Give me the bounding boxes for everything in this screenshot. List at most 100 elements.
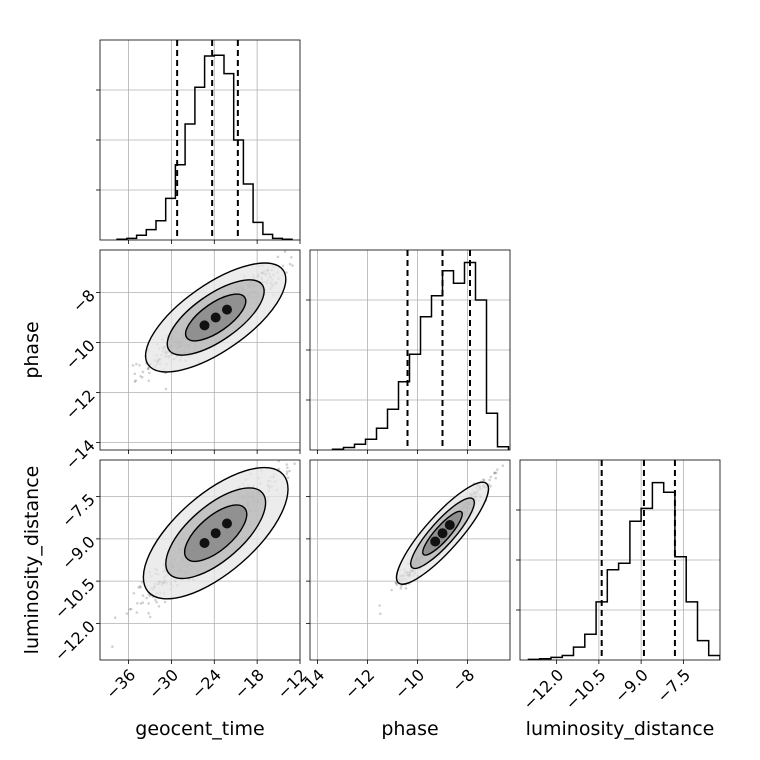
sample-point: [283, 250, 287, 253]
y-tick-label: −12.0: [51, 617, 99, 665]
x-axis-label-geocent_time: geocent_time: [135, 718, 264, 740]
panel-content: [378, 460, 505, 615]
sample-point: [488, 478, 492, 482]
sample-point: [147, 379, 151, 383]
sample-point: [280, 457, 283, 460]
sample-point: [285, 271, 288, 274]
density-core: [210, 312, 221, 323]
sample-point: [147, 602, 150, 605]
sample-point: [390, 588, 393, 592]
density-core: [437, 528, 448, 539]
sample-point: [148, 615, 152, 619]
x-tick-label: −10: [391, 665, 428, 702]
sample-point: [501, 464, 505, 468]
sample-point: [286, 466, 289, 470]
sample-point: [277, 467, 281, 471]
sample-point: [400, 585, 403, 588]
sample-point: [163, 600, 167, 604]
y-tick-label: −8: [69, 286, 99, 316]
x-axis-label-phase: phase: [381, 718, 438, 740]
sample-point: [288, 469, 291, 473]
sample-point: [141, 376, 144, 379]
sample-point: [489, 475, 493, 479]
sample-point: [155, 600, 158, 604]
sample-point: [293, 462, 296, 466]
sample-point: [404, 587, 408, 590]
sample-point: [268, 447, 271, 450]
sample-point: [483, 479, 486, 482]
sample-point: [148, 371, 151, 375]
sample-point: [148, 594, 152, 598]
y-tick-label: −10: [61, 336, 98, 373]
sample-point: [304, 263, 307, 266]
sample-point: [125, 612, 129, 615]
sample-point: [129, 607, 133, 611]
density-core: [199, 538, 210, 548]
sample-point: [141, 594, 145, 597]
histogram-step-phase: [331, 261, 510, 450]
sample-point: [290, 255, 293, 259]
sample-point: [495, 471, 498, 475]
x-tick-label: −30: [145, 665, 182, 702]
y-tick-label: −9.0: [58, 532, 99, 573]
sample-point: [113, 616, 117, 619]
panel-phase-vs-phase: [306, 249, 511, 454]
sample-point: [379, 612, 382, 615]
panel-frame: [99, 249, 301, 451]
sample-point: [481, 478, 485, 482]
sample-point: [111, 645, 114, 648]
x-tick-label: −36: [102, 665, 139, 702]
sample-point: [133, 372, 137, 376]
sample-point: [135, 611, 139, 614]
sample-point: [128, 608, 132, 611]
sample-point: [135, 362, 138, 366]
sample-point: [139, 586, 142, 589]
panel-luminosity_distance-vs-phase: [306, 459, 511, 664]
x-axis-label-luminosity_distance: luminosity_distance: [526, 718, 715, 740]
sample-point: [493, 471, 497, 475]
sample-point: [288, 262, 292, 266]
sample-point: [145, 596, 149, 600]
density-core: [222, 304, 232, 315]
panel-frame: [99, 459, 301, 661]
y-axis-label-luminosity_distance: luminosity_distance: [21, 466, 43, 655]
sample-point: [146, 367, 150, 371]
x-tick-label: −8: [448, 665, 478, 695]
x-tick-label: −7.5: [653, 665, 694, 706]
panel-geocent_time-vs-geocent_time: [96, 39, 301, 244]
sample-point: [281, 264, 285, 268]
panel-luminosity_distance-vs-geocent_time: [96, 447, 301, 664]
density-core: [222, 518, 232, 529]
sample-point: [141, 601, 145, 604]
x-tick-label: −12.0: [519, 665, 567, 713]
sample-point: [164, 387, 168, 391]
sample-point: [285, 470, 289, 474]
sample-point: [395, 581, 398, 585]
sample-point: [154, 598, 157, 602]
sample-point: [494, 476, 498, 480]
y-tick-label: −14: [61, 436, 98, 473]
sample-point: [139, 602, 143, 605]
sample-point: [489, 485, 492, 488]
sample-point: [138, 584, 142, 588]
panel-content: [111, 447, 296, 648]
panel-luminosity_distance-vs-luminosity_distance: [516, 459, 721, 664]
sample-point: [138, 364, 141, 367]
sample-point: [399, 587, 403, 590]
sample-point: [276, 255, 280, 259]
sample-point: [141, 370, 145, 374]
sample-point: [285, 463, 289, 466]
panel-content: [116, 40, 293, 240]
x-tick-label: −9.0: [611, 665, 652, 706]
sample-point: [378, 604, 381, 607]
sample-point: [395, 583, 399, 586]
histogram-step-geocent_time: [116, 54, 293, 240]
x-tick-label: −12: [341, 665, 378, 702]
sample-point: [285, 472, 289, 476]
sample-point: [493, 472, 496, 475]
density-core: [430, 536, 441, 547]
sample-point: [133, 380, 137, 383]
panel-content: [131, 250, 307, 391]
density-core: [210, 528, 221, 539]
